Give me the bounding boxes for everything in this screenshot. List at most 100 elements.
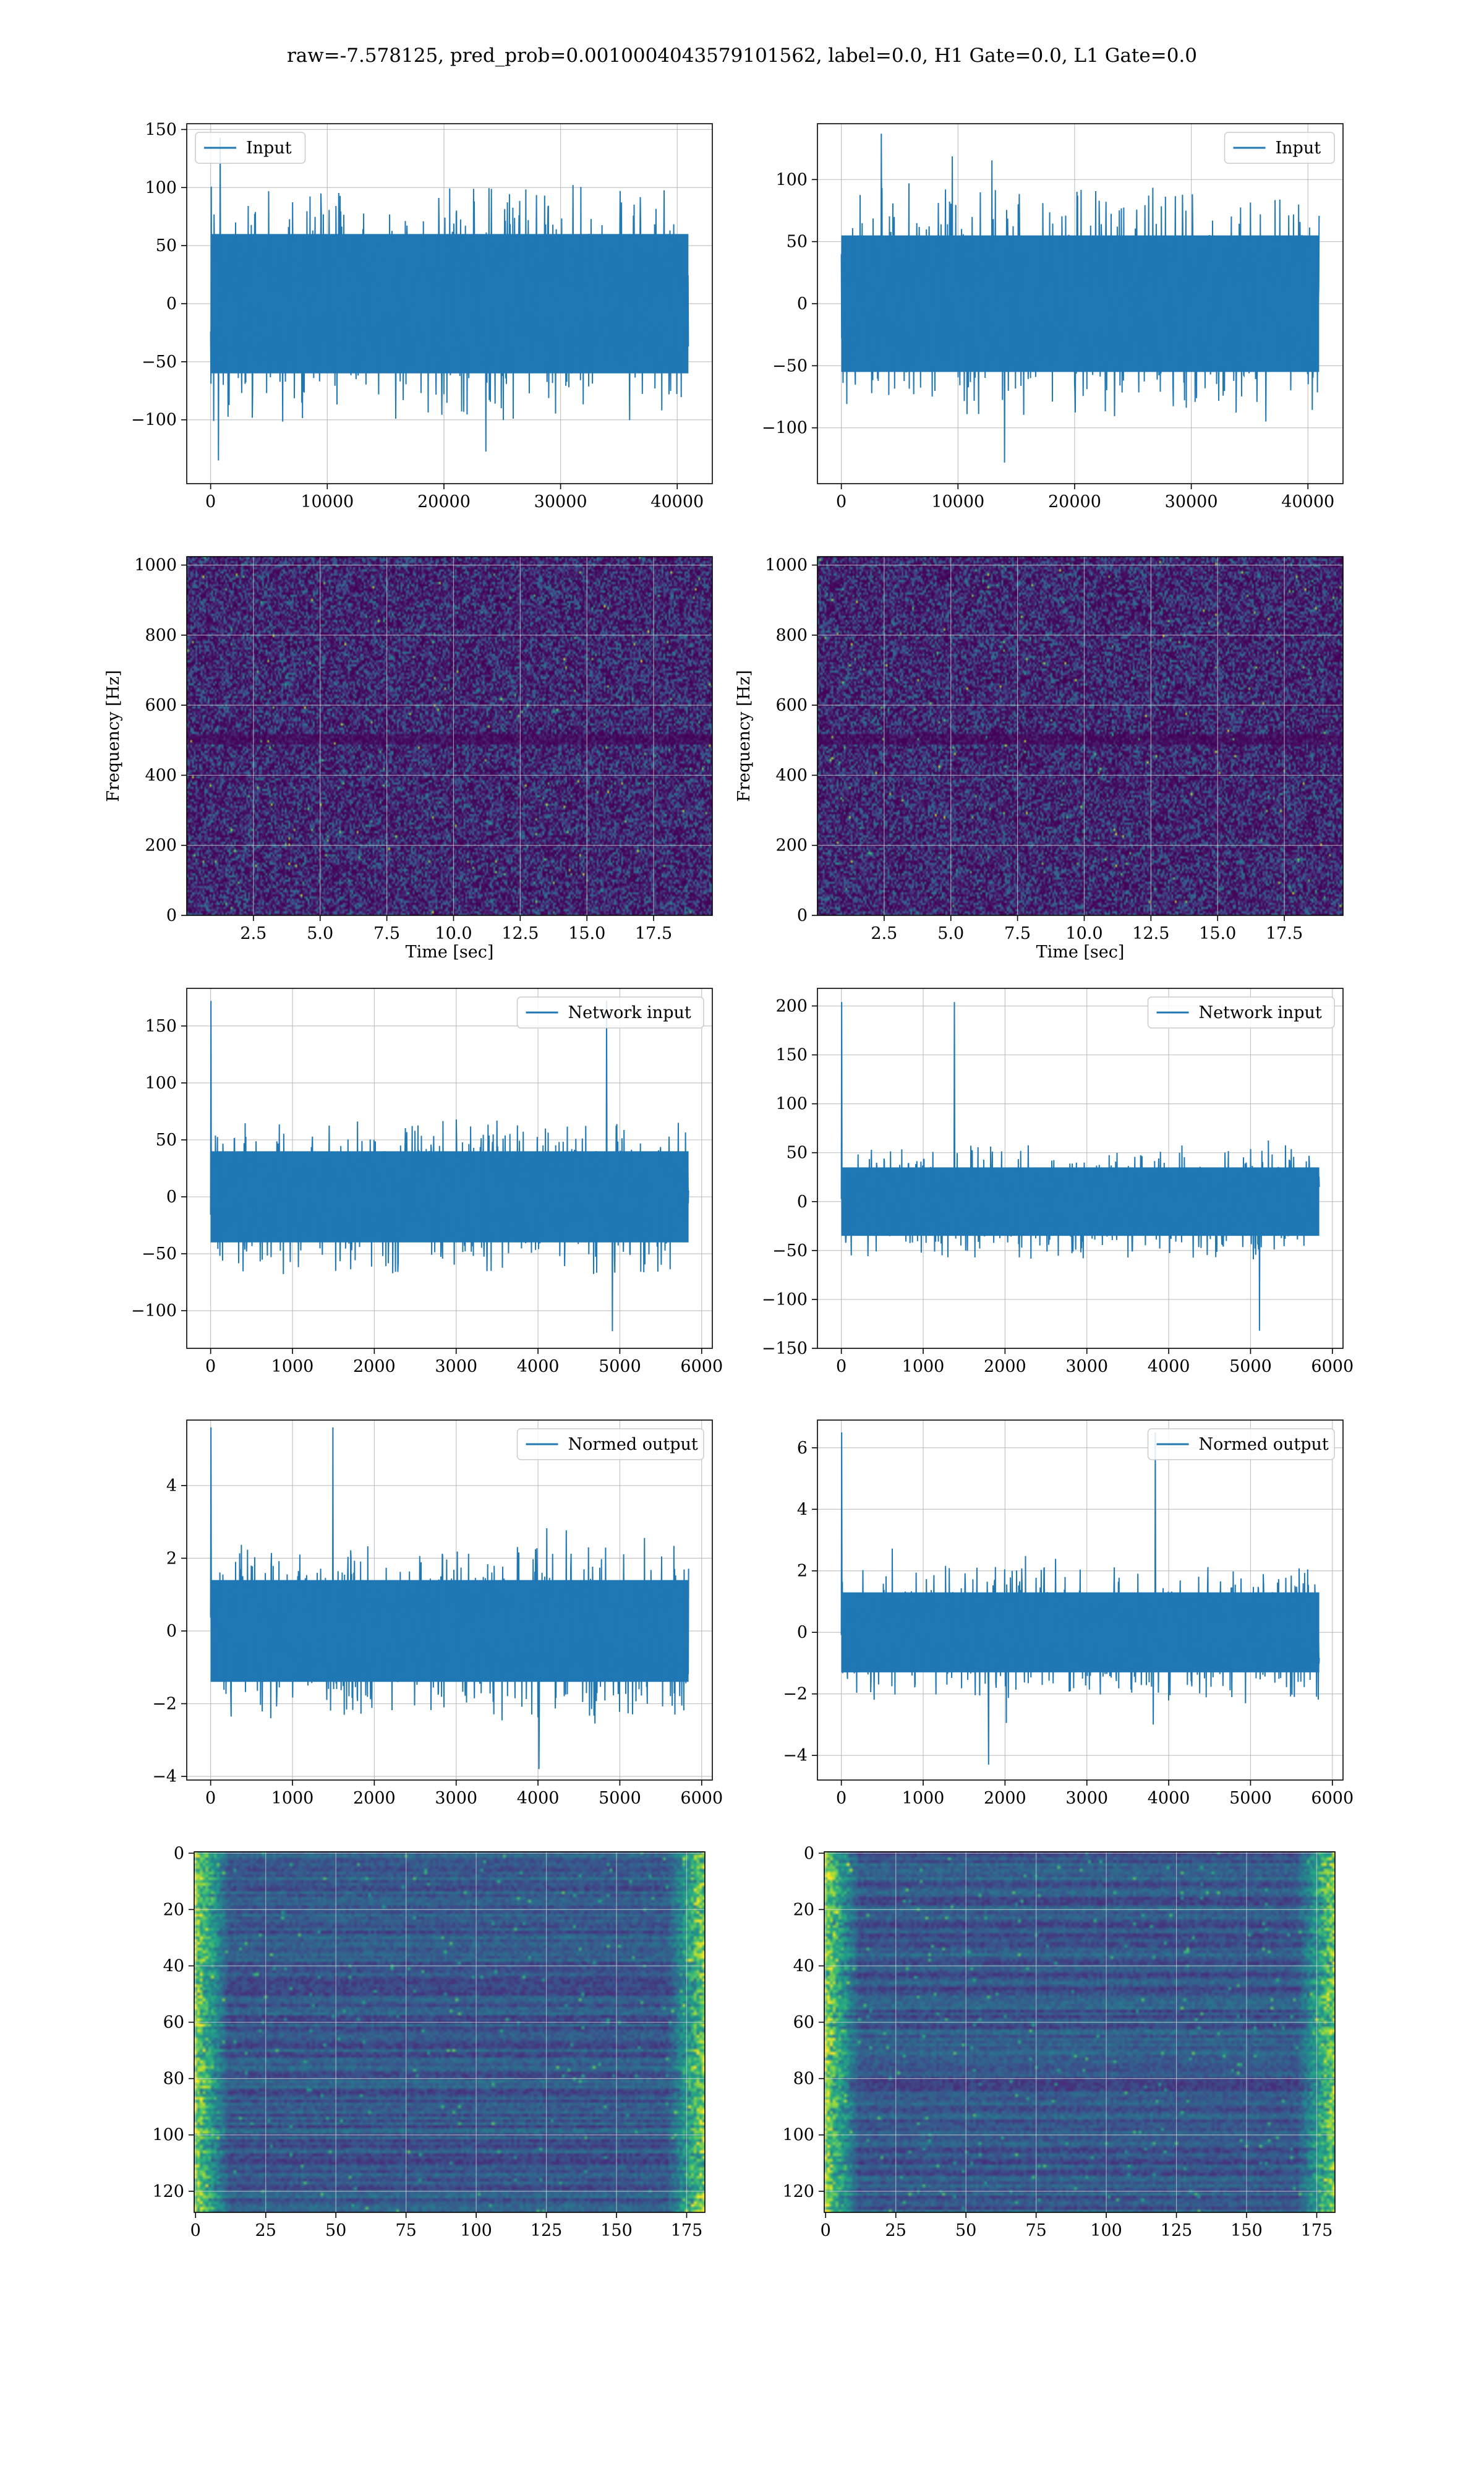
x-tick-label: 6000 [680,1357,723,1376]
x-tick-label: 6000 [1311,1357,1354,1376]
y-tick-label: 50 [787,1144,808,1163]
y-tick-label: 60 [163,2013,184,2032]
x-tick-label: 4000 [517,1789,560,1808]
y-tick-label: 400 [145,766,177,785]
y-tick-label: 1000 [765,556,808,575]
series-line [210,1427,689,1770]
y-tick-label: 100 [775,170,808,189]
x-tick-label: 0 [821,2221,831,2240]
y-tick-label: 0 [174,1844,184,1863]
series-line [210,137,689,461]
y-tick-label: 40 [163,1956,184,1975]
axes-frame [194,1851,706,2213]
y-tick-label: −2 [152,1695,177,1714]
y-tick-label: 200 [775,996,808,1016]
plot-area [194,1852,705,2212]
heatmap-image [824,1852,1335,2212]
x-tick-label: 0 [836,1789,846,1808]
x-tick-label: 3000 [435,1357,477,1376]
y-tick-label: 2 [797,1562,808,1581]
chart-feat_left: 0 25 50 75 100 125 150 175 0 20 40 60 80 100 120 [152,1844,706,2240]
x-tick-label: 2000 [353,1789,396,1808]
y-tick-label: 50 [787,233,808,252]
x-tick-label: 2000 [353,1357,396,1376]
x-tick-label: 0 [205,492,216,511]
x-tick-label: 5000 [1229,1789,1272,1808]
y-tick-label: 150 [145,120,177,139]
x-tick-label: 2.5 [871,924,897,943]
y-tick-label: 50 [156,236,177,255]
x-tick-label: 50 [955,2221,976,2240]
x-tick-label: 5000 [1229,1357,1272,1376]
y-tick-label: 1000 [134,556,177,575]
x-tick-label: 6000 [680,1789,723,1808]
x-tick-label: 5000 [599,1789,641,1808]
x-tick-label: 1000 [902,1357,945,1376]
y-tick-label: −50 [142,353,177,372]
y-tick-label: −150 [762,1339,808,1358]
x-tick-label: 10.0 [1065,924,1102,943]
legend-label: Normed output [568,1435,698,1454]
y-tick-label: −100 [762,1290,808,1309]
series-line [210,1001,689,1332]
x-tick-label: 6000 [1311,1789,1354,1808]
y-axis-label: Frequency [Hz] [104,670,123,802]
x-tick-label: 1000 [902,1789,945,1808]
y-tick-label: 200 [145,836,177,855]
x-tick-label: 150 [1230,2221,1263,2240]
y-tick-label: 60 [793,2013,814,2032]
series-line [840,134,1320,463]
y-tick-label: −100 [762,419,808,438]
y-tick-label: 100 [152,2126,184,2145]
x-tick-label: 40000 [1281,492,1334,511]
y-tick-label: −50 [772,1241,808,1261]
y-tick-label: 800 [775,626,808,645]
y-tick-label: 100 [145,1074,177,1093]
x-tick-label: 125 [531,2221,563,2240]
x-tick-label: 1000 [271,1357,314,1376]
x-tick-label: 15.0 [1199,924,1236,943]
y-tick-label: 0 [797,294,808,314]
x-axis-label: Time [sec] [1036,943,1125,962]
axes-frame [186,556,713,916]
y-tick-label: 0 [797,1623,808,1642]
legend-label: Network input [1199,1003,1322,1022]
x-tick-label: 50 [325,2221,346,2240]
x-tick-label: 5.0 [307,924,333,943]
x-tick-label: 20000 [1048,492,1101,511]
axes-frame [186,1419,713,1781]
y-tick-label: 100 [782,2126,814,2145]
y-tick-label: −4 [152,1767,177,1786]
plot-area [824,1852,1335,2212]
y-tick-label: 80 [793,2070,814,2089]
y-tick-label: 150 [775,1046,808,1065]
x-tick-label: 25 [255,2221,276,2240]
axes-frame [824,1851,1336,2213]
plot-area [187,988,712,1348]
y-axis-label: Frequency [Hz] [735,670,754,802]
x-tick-label: 12.5 [1132,924,1169,943]
y-tick-label: 0 [166,294,177,314]
plot-area [187,557,712,915]
x-tick-label: 0 [836,492,846,511]
chart-norm_left: 0 1000 2000 3000 4000 5000 6000 −4 −2 0 2 4 Normed o… [152,1419,723,1808]
legend: Network input [1147,996,1335,1029]
x-tick-label: 15.0 [568,924,605,943]
plot-area [817,124,1343,484]
series-line [840,1432,1320,1765]
chart-feat_right: 0 25 50 75 100 125 150 175 0 20 40 60 80 100 120 [782,1844,1336,2240]
x-tick-label: 125 [1161,2221,1193,2240]
x-tick-label: 0 [205,1357,216,1376]
y-tick-label: 6 [797,1439,808,1458]
y-tick-label: 120 [782,2182,814,2201]
axes-frame [817,1419,1344,1781]
x-tick-label: 4000 [517,1357,560,1376]
axes-container: 0 10000 20000 30000 40000−100−50050100150Inp… [104,120,1354,2240]
plot-area [817,988,1343,1348]
x-tick-label: 0 [205,1789,216,1808]
chart-spec_right: 2.5 5.0 7.5 10.0 12.5 15.0 17.5 0 200 400 600 800 10… [735,556,1344,962]
chart-input_left: 0 10000 20000 30000 40000 −100 −50 0 50 100 150 Inp… [131,120,713,511]
y-tick-label: −100 [131,411,177,430]
y-tick-label: 600 [775,696,808,715]
